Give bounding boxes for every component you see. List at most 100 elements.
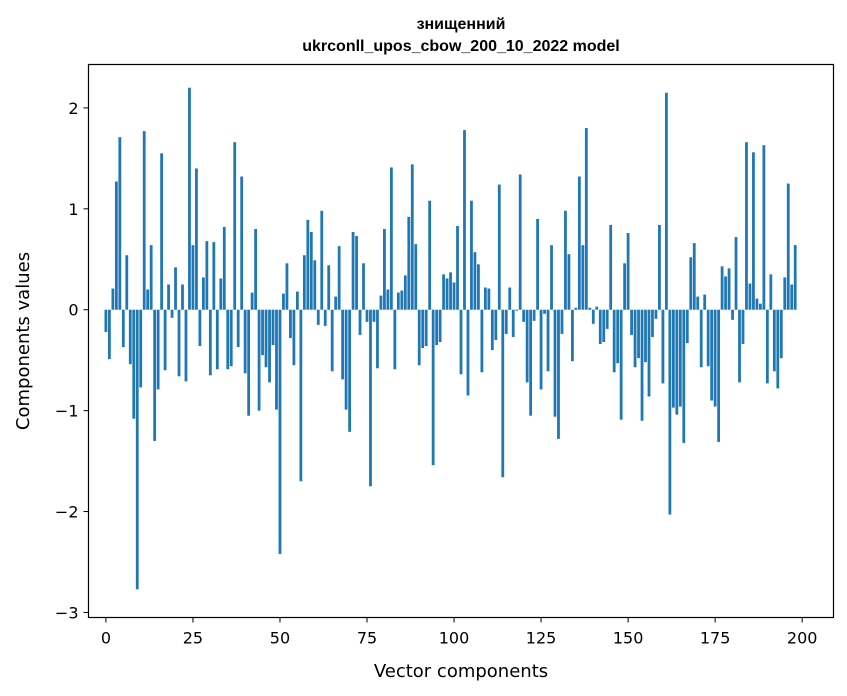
bar-component-73	[358, 309, 362, 335]
bar-component-168	[689, 257, 693, 310]
bar-component-97	[442, 274, 445, 310]
bar-component-19	[170, 309, 174, 318]
bar-component-140	[591, 309, 595, 324]
bar-component-122	[529, 309, 533, 416]
bar-component-2	[111, 288, 115, 310]
y-tick-label: 0	[68, 301, 78, 320]
bar-component-130	[557, 309, 560, 439]
bar-component-198	[793, 245, 797, 310]
bar-component-173	[706, 309, 710, 367]
bar-component-178	[724, 276, 727, 310]
x-tick-label: 175	[700, 629, 731, 648]
bar-component-151	[630, 309, 633, 335]
bar-component-10	[139, 309, 143, 388]
bar-component-190	[765, 309, 769, 384]
bar-component-160	[661, 309, 665, 384]
bar-component-79	[379, 295, 383, 310]
bar-component-96	[438, 309, 442, 343]
bar-component-4	[118, 137, 122, 310]
bar-component-57	[302, 255, 306, 310]
bar-component-132	[564, 210, 567, 310]
bar-component-197	[790, 284, 794, 310]
bar-component-58	[306, 219, 310, 310]
bar-component-127	[546, 309, 550, 372]
bar-component-131	[560, 309, 564, 334]
bar-component-175	[713, 309, 717, 407]
x-tick-label: 50	[270, 629, 290, 648]
bar-component-113	[497, 184, 501, 310]
bar-component-16	[160, 153, 163, 310]
bar-component-54	[292, 309, 296, 366]
bar-component-103	[463, 130, 466, 310]
bar-component-49	[275, 309, 278, 410]
bar-component-188	[759, 303, 762, 310]
bar-component-70	[348, 309, 351, 432]
bar-component-85	[400, 290, 404, 310]
bar-component-104	[466, 309, 470, 396]
bar-component-11	[142, 131, 146, 310]
bar-component-55	[295, 291, 299, 310]
bar-component-182	[738, 309, 741, 383]
bar-component-181	[734, 237, 738, 310]
bar-component-28	[201, 277, 205, 310]
bar-component-114	[501, 309, 505, 478]
bar-component-176	[717, 309, 721, 442]
bar-component-102	[459, 309, 463, 375]
bar-component-69	[344, 309, 348, 410]
bar-component-128	[550, 245, 553, 310]
bar-component-191	[769, 274, 773, 310]
bar-component-126	[543, 309, 546, 314]
bar-component-108	[480, 309, 484, 373]
plot-frame	[87, 63, 835, 619]
y-tick-label: −1	[55, 402, 79, 421]
bar-component-196	[786, 183, 790, 310]
bar-component-9	[135, 309, 139, 590]
bar-component-124	[536, 218, 539, 310]
chart-title-line-2: ukrconll_upos_cbow_200_10_2022 model	[302, 38, 619, 55]
bar-component-100	[452, 282, 456, 310]
bar-component-111	[490, 309, 494, 351]
bar-component-139	[588, 307, 592, 310]
bar-component-17	[163, 309, 167, 371]
bar-component-14	[153, 309, 157, 441]
bar-component-38	[236, 309, 240, 348]
bar-component-147	[616, 309, 620, 364]
bar-component-98	[445, 278, 449, 310]
bar-component-83	[393, 309, 397, 370]
bar-component-43	[254, 228, 257, 310]
x-tick-label: 100	[439, 629, 470, 648]
bar-component-194	[779, 309, 783, 359]
bar-component-39	[240, 176, 244, 310]
bar-component-120	[522, 309, 526, 322]
bar-component-133	[567, 254, 571, 310]
bar-component-189	[762, 145, 766, 310]
bar-component-183	[741, 309, 745, 345]
bar-component-93	[428, 200, 432, 310]
bar-component-50	[278, 309, 282, 554]
bar-component-76	[369, 309, 372, 487]
bar-component-164	[675, 309, 679, 415]
bar-component-150	[626, 233, 630, 310]
y-tick-label: 2	[68, 99, 78, 118]
bar-component-29	[205, 241, 209, 310]
bar-component-138	[584, 128, 588, 310]
bar-component-162	[668, 309, 672, 515]
bar-component-3	[114, 181, 118, 310]
bar-component-74	[362, 263, 365, 310]
bar-component-137	[581, 245, 585, 310]
bar-component-0	[104, 309, 108, 332]
bar-component-82	[389, 167, 393, 310]
bar-component-135	[574, 307, 578, 310]
bar-component-40	[243, 309, 247, 374]
bar-component-30	[208, 309, 212, 376]
bar-component-88	[410, 164, 414, 310]
bar-component-44	[257, 309, 261, 411]
bar-component-26	[195, 168, 198, 310]
bar-component-146	[612, 309, 616, 373]
bar-component-105	[470, 200, 473, 310]
bar-component-170	[696, 296, 700, 310]
bar-component-119	[518, 174, 522, 310]
bar-component-125	[539, 309, 543, 390]
bar-component-77	[372, 309, 376, 322]
